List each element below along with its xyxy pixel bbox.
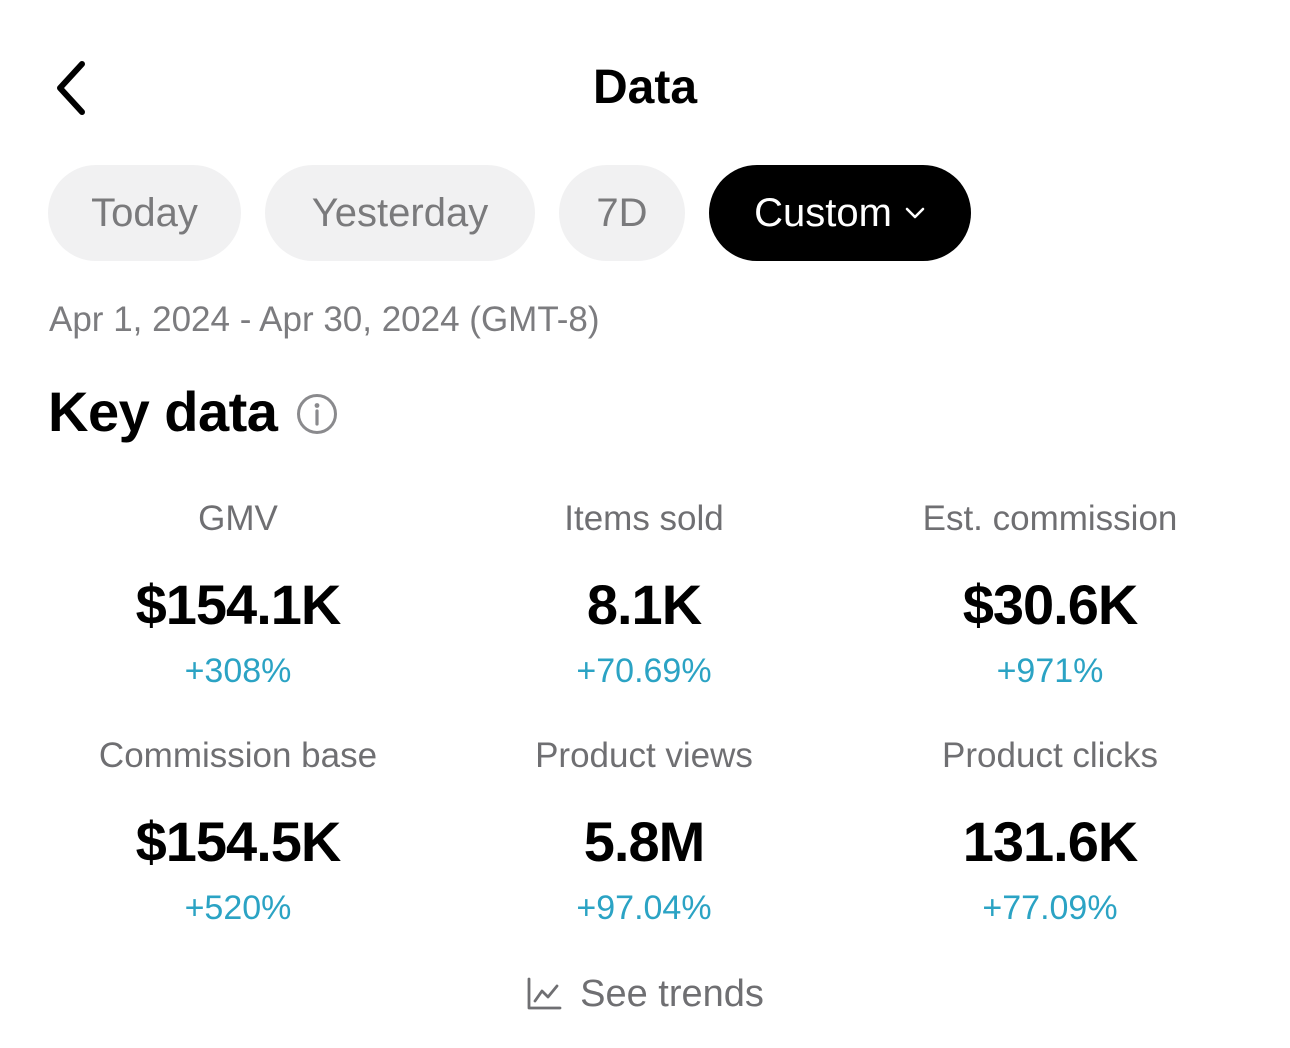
date-range-tabs: Today Yesterday 7D Custom — [48, 165, 971, 261]
metric-change: +70.69% — [576, 652, 712, 690]
metric-label: Items sold — [564, 499, 724, 538]
tab-yesterday-label: Yesterday — [311, 190, 489, 235]
metric-label: GMV — [198, 499, 278, 538]
tab-yesterday[interactable]: Yesterday — [265, 165, 535, 261]
metric-value: 5.8M — [583, 810, 706, 873]
metric-gmv[interactable]: GMV $154.1K +308% — [38, 497, 438, 693]
metric-value: $154.5K — [135, 810, 342, 873]
see-trends-label: See trends — [580, 973, 764, 1015]
metric-change: +520% — [184, 889, 292, 927]
metric-label: Commission base — [98, 736, 378, 775]
metric-est-commission[interactable]: Est. commission $30.6K +971% — [850, 497, 1250, 693]
tab-today-label: Today — [91, 190, 198, 235]
tab-custom-label: Custom — [754, 190, 892, 235]
metric-change: +308% — [184, 652, 292, 690]
page-title: Data — [592, 61, 698, 114]
metric-value: 131.6K — [962, 810, 1139, 873]
line-chart-icon — [527, 977, 562, 1010]
metric-label: Product clicks — [942, 736, 1158, 775]
metric-value: 8.1K — [586, 573, 702, 636]
metric-label: Est. commission — [922, 499, 1178, 538]
metric-product-views[interactable]: Product views 5.8M +97.04% — [444, 734, 844, 930]
tab-7d-label: 7D — [596, 190, 648, 235]
section-title: Key data — [48, 380, 278, 443]
metric-change: +971% — [996, 652, 1104, 690]
metric-product-clicks[interactable]: Product clicks 131.6K +77.09% — [850, 734, 1250, 930]
metric-change: +77.09% — [982, 889, 1118, 927]
see-trends-button[interactable]: See trends — [0, 970, 1290, 1018]
key-data-header: Key data — [48, 378, 339, 446]
metric-items-sold[interactable]: Items sold 8.1K +70.69% — [444, 497, 844, 693]
tab-7d[interactable]: 7D — [559, 165, 685, 261]
tab-today[interactable]: Today — [48, 165, 241, 261]
tab-custom[interactable]: Custom — [709, 165, 971, 261]
metric-commission-base[interactable]: Commission base $154.5K +520% — [38, 734, 438, 930]
date-range-text: Apr 1, 2024 - Apr 30, 2024 (GMT-8) — [49, 300, 600, 339]
chevron-left-icon — [57, 61, 85, 115]
chevron-down-icon — [905, 207, 925, 219]
metric-label: Product views — [535, 736, 753, 775]
back-button[interactable] — [40, 52, 100, 124]
metric-value: $154.1K — [135, 573, 342, 636]
metric-change: +97.04% — [576, 889, 712, 927]
info-icon[interactable] — [295, 392, 339, 436]
metric-value: $30.6K — [962, 573, 1139, 636]
